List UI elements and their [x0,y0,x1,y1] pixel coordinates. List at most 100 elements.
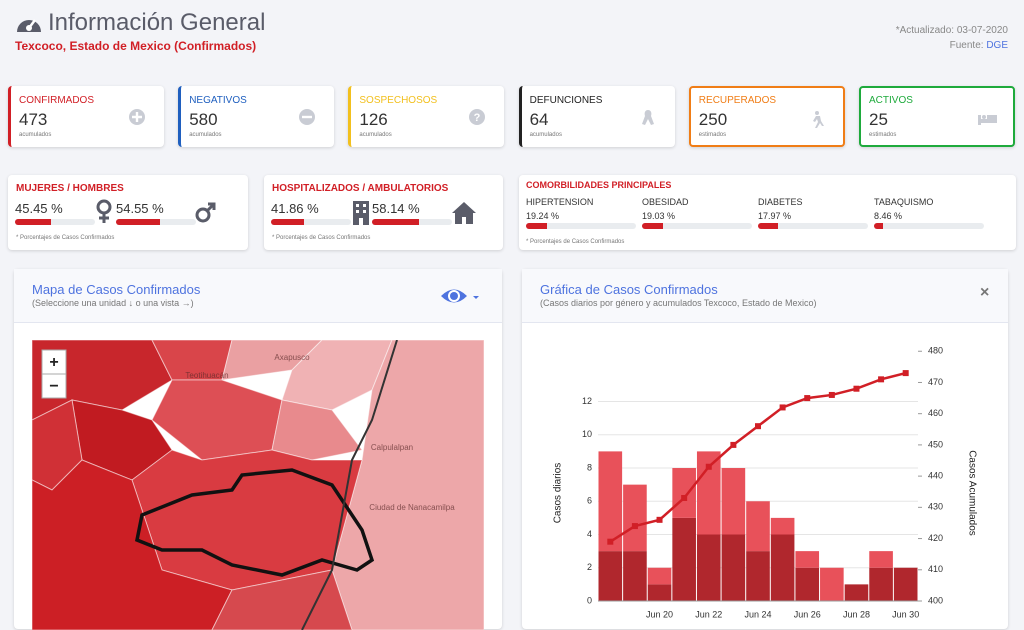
page-subtitle: Texcoco, Estado de Mexico (Confirmados) [15,39,257,53]
percent-label: 41.86 % [271,201,319,216]
card-value: 64 [529,110,549,129]
progress-bar [271,219,305,225]
zoom-label[interactable]: − [49,378,58,395]
icon [129,109,145,125]
icon [441,289,479,303]
ratio-panel: MUJERES / HOMBRES 45.45 % 54.55 % * Porcent… [8,175,248,250]
card-label: ACTIVOS [869,95,913,106]
y2-tick-label: 430 [928,502,943,512]
line-point [705,463,712,470]
zoom-label[interactable]: + [49,354,58,371]
map[interactable]: Axapusco Teotihuacán Calpulalpan Ciudad de … [32,340,484,630]
card-label: DEFUNCIONES [529,95,603,106]
bar [647,567,672,585]
stat-card: ACTIVOS 25 estimados [859,86,1015,147]
icon [641,110,654,125]
map-panel: Mapa de Casos Confirmados (Seleccione una… [14,269,502,630]
updated: *Actualizado: 03-07-2020 [895,25,1008,36]
bar [770,534,795,601]
card-note: acumulados [359,132,392,138]
stat-card: SOSPECHOSOS 126 acumulados? [348,86,505,147]
progress-track [15,219,95,225]
close-button[interactable]: × [980,284,990,301]
card-value: 473 [19,110,48,129]
stat-card: DEFUNCIONES 64 acumulados [518,86,675,147]
y2-tick-label: 470 [928,377,943,387]
stat-card: CONFIRMADOS 473 acumulados [8,86,164,147]
bar [696,451,721,535]
panel-title: Gráfica de Casos Confirmados [540,282,718,297]
x-tick-label: Jun 30 [892,609,919,619]
card-label: CONFIRMADOS [19,95,94,106]
card-label: SOSPECHOSOS [359,95,438,106]
progress-bar [116,219,160,225]
icon [978,115,997,125]
icon [96,199,112,223]
percent-label: 8.46 % [874,211,903,221]
icon [452,202,476,224]
percent-label: 19.03 % [642,211,676,221]
line-point [681,494,688,501]
icon [812,111,824,128]
bar [672,517,696,601]
place-label: Ciudad de Nanacamilpa [369,503,455,512]
line-point [828,391,835,398]
source-link[interactable]: DGE [986,40,1008,51]
line-point [730,441,737,448]
x-tick-label: Jun 20 [646,609,673,619]
selected-outline [134,468,375,577]
comorbidity-name: OBESIDAD [642,197,689,207]
y-tick-label: 6 [587,496,592,506]
icon [195,202,216,223]
zoom-button[interactable]: + [41,349,67,375]
bar [795,551,820,568]
y2-tick-label: 410 [928,564,943,574]
y2-tick-label: 460 [928,408,943,418]
card-value: 126 [359,110,388,129]
gauge-icon [17,19,41,32]
card-value: 25 [869,110,888,129]
progress-track [758,223,868,229]
bar [820,567,844,601]
percent-label: 54.55 % [116,201,164,216]
comorbidity-name: HIPERTENSION [526,197,594,207]
percent-label: 17.97 % [758,211,792,221]
card-note: acumulados [529,132,562,138]
y2-tick-label: 400 [928,595,943,605]
chart-panel: Gráfica de Casos Confirmados (Casos diari… [522,269,1008,629]
progress-track [526,223,636,229]
zoom-button[interactable]: − [41,373,67,399]
bar [869,567,893,601]
icon: ? [469,109,486,125]
percent-label: 19.24 % [526,211,560,221]
y-axis-label: Casos diarios [553,463,564,524]
line-point [804,395,811,402]
bar [696,534,721,601]
y-tick-label: 0 [587,595,592,605]
y-tick-label: 4 [587,529,592,539]
zoom-box [41,373,67,399]
place-label: Teotihuacán [185,371,228,380]
progress-track [642,223,752,229]
card-note: acumulados [189,132,222,138]
road [301,340,398,630]
icon [299,109,316,125]
comorbidity-name: DIABETES [758,197,803,207]
panel-header [14,269,502,323]
percent-label: 58.14 % [372,201,420,216]
panel-subtitle: (Seleccione una unidad ↓ o una vista →) [32,298,194,308]
bar [647,584,672,601]
progress-track [116,219,196,225]
line-point [902,370,909,377]
card-note: estimados [698,132,727,138]
panel-note: * Porcentajes de Casos Confirmados [272,235,371,241]
y2-tick-label: 450 [928,439,943,449]
bar [721,534,746,601]
card-note: acumulados [19,132,52,138]
panel-note: * Porcentajes de Casos Confirmados [16,235,115,241]
progress-bar [758,223,778,229]
line-point [656,516,663,523]
bar [844,584,869,601]
y-tick-label: 2 [587,562,592,572]
bar [672,468,696,518]
